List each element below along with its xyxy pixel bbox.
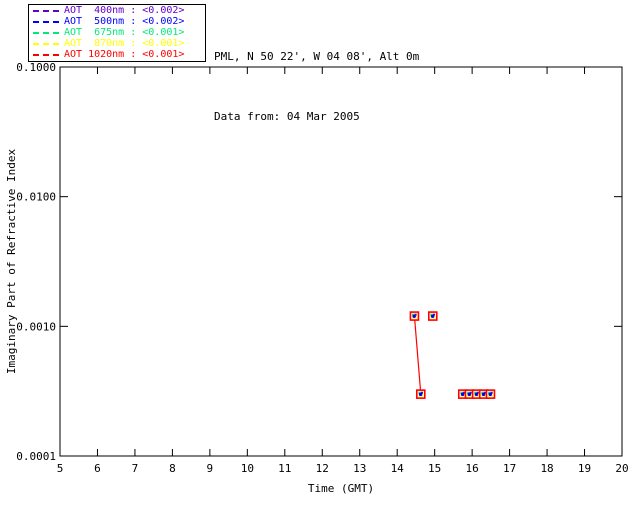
legend-label-400nm: AOT 400nm : <0.002>	[64, 5, 185, 17]
legend-item-aot-500nm: AOT 500nm : <0.002>	[33, 17, 205, 27]
x-tick-label: 20	[615, 462, 628, 475]
x-tick-label: 13	[353, 462, 366, 475]
legend-item-aot-400nm: AOT 400nm : <0.002>	[33, 6, 205, 16]
data-point-marker	[485, 389, 496, 399]
legend-line-sample-400nm	[33, 10, 59, 13]
x-tick-label: 5	[57, 462, 64, 475]
x-tick-label: 16	[466, 462, 479, 475]
x-tick-label: 6	[94, 462, 101, 475]
data-line-segment	[413, 316, 422, 395]
x-tick-label: 7	[132, 462, 139, 475]
y-tick-label: 0.0010	[16, 320, 56, 333]
x-tick-label: 11	[278, 462, 291, 475]
x-tick-label: 17	[503, 462, 516, 475]
legend-line-sample-500nm	[33, 21, 59, 24]
x-tick-label: 15	[428, 462, 441, 475]
legend-item-aot-675nm: AOT 675nm : <0.001>	[33, 26, 205, 38]
legend-label-675nm: AOT 675nm : <0.001>	[64, 26, 185, 38]
site-location-text: PML, N 50 22', W 04 08', Alt 0m	[214, 50, 420, 63]
data-markers	[409, 311, 496, 399]
y-tick-label: 0.1000	[16, 61, 56, 74]
x-axis-title: Time (GMT)	[308, 482, 374, 495]
plot-header: PML, N 50 22', W 04 08', Alt 0m Data fro…	[214, 7, 419, 167]
legend-label-870nm: AOT 870nm : <0.001>	[64, 37, 185, 49]
data-date-text: Data from: 04 Mar 2005	[214, 110, 360, 123]
data-point-marker	[427, 311, 438, 321]
x-tick-label: 12	[316, 462, 329, 475]
x-tick-label: 9	[207, 462, 214, 475]
legend-item-aot-870nm: AOT 870nm : <0.001>	[33, 37, 205, 49]
legend-line-sample-1020nm	[33, 53, 59, 56]
legend-label-500nm: AOT 500nm : <0.002>	[64, 16, 185, 28]
data-point-marker	[409, 311, 420, 321]
x-tick-label: 19	[578, 462, 591, 475]
legend-label-1020nm: AOT 1020nm : <0.001>	[64, 48, 185, 60]
legend-box: AOT 400nm : <0.002> AOT 500nm : <0.002> …	[28, 4, 206, 62]
legend-item-aot-1020nm: AOT 1020nm : <0.001>	[33, 48, 205, 60]
legend-line-sample-675nm	[33, 31, 59, 34]
y-axis-title: Imaginary Part of Refractive Index	[5, 149, 18, 375]
x-tick-label: 8	[169, 462, 176, 475]
plot-frame	[59, 66, 623, 457]
legend-line-sample-870nm	[33, 42, 59, 45]
x-tick-label: 18	[540, 462, 553, 475]
data-point-marker	[416, 389, 426, 399]
y-tick-label: 0.0100	[16, 191, 56, 204]
axes: 5 6 7 8 9 10 11 12 13 14 15 16 17 18 19 20 0.1000 0.0100 0…	[5, 61, 629, 495]
x-tick-label: 14	[391, 462, 405, 475]
x-tick-label: 10	[241, 462, 254, 475]
data-line-1020nm	[413, 316, 491, 395]
y-tick-label: 0.0001	[16, 450, 56, 463]
